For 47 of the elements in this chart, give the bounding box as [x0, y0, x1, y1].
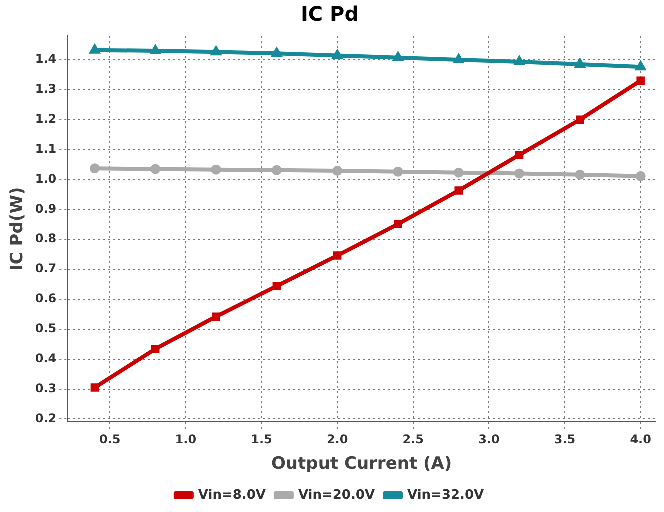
point	[636, 76, 645, 86]
y-tick-label: 1.0	[35, 172, 57, 186]
y-tick-label: 0.3	[35, 381, 57, 396]
x-tick-label: 3.0	[478, 432, 500, 447]
point	[515, 151, 524, 160]
y-tick-label: 0.2	[35, 411, 57, 426]
point	[454, 186, 463, 195]
x-tick-label: 1.0	[175, 432, 197, 447]
legend-label: Vin=32.0V	[408, 488, 484, 503]
y-tick-label: 1.4	[35, 52, 57, 66]
legend-label: Vin=20.0V	[298, 488, 376, 503]
point	[272, 282, 282, 290]
point	[454, 168, 464, 178]
point	[272, 165, 282, 176]
y-tick-label: 0.9	[35, 202, 57, 216]
x-axis-title: Output Current (A)	[271, 454, 452, 474]
y-tick-label: 0.6	[35, 292, 57, 306]
point	[212, 312, 220, 321]
point	[575, 170, 586, 180]
legend-label: Vin=8.0V	[198, 488, 266, 503]
y-tick-label: 0.7	[35, 262, 57, 276]
y-tick-label: 0.4	[35, 351, 57, 366]
x-tick-label: 2.5	[402, 432, 424, 447]
y-axis-title: IC Pd(W)	[8, 187, 28, 271]
point	[393, 166, 404, 177]
point	[332, 166, 343, 176]
point	[90, 164, 100, 174]
y-tick-label: 1.2	[35, 112, 57, 126]
chart-title: IC Pd	[300, 2, 360, 26]
point	[333, 252, 342, 260]
point	[636, 171, 646, 182]
x-tick-label: 1.5	[251, 432, 272, 447]
y-tick-label: 1.3	[35, 82, 57, 96]
x-tick-label: 0.5	[99, 432, 121, 447]
point	[150, 164, 161, 174]
y-tick-label: 1.1	[35, 142, 57, 156]
x-tick-label: 4.0	[630, 432, 652, 447]
point	[576, 116, 584, 124]
y-tick-label: 0.8	[35, 232, 57, 246]
x-tick-label: 3.5	[554, 432, 576, 447]
point	[514, 168, 525, 179]
x-tick-label: 2.0	[326, 432, 348, 447]
point	[394, 220, 402, 228]
point	[211, 164, 222, 175]
point	[151, 345, 160, 354]
y-tick-label: 0.5	[35, 322, 57, 336]
point	[90, 384, 100, 392]
